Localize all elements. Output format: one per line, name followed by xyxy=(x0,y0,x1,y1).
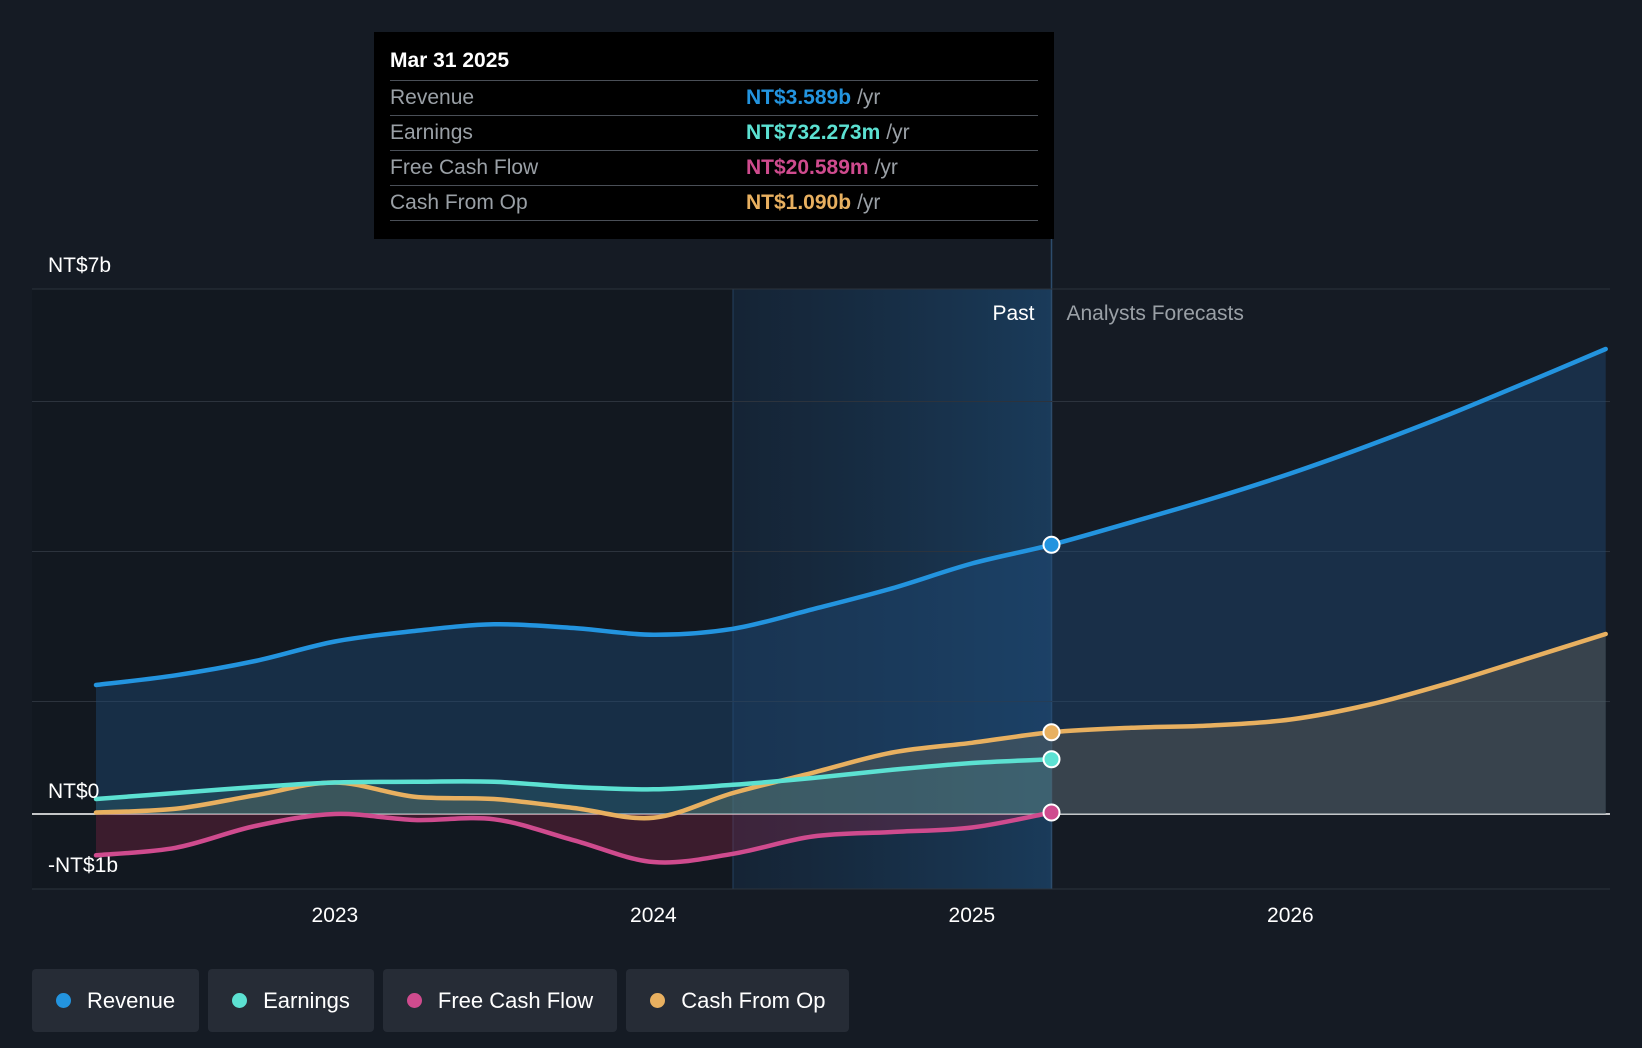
revenue-line xyxy=(93,346,1608,688)
cash-from-op-marker xyxy=(1042,723,1061,742)
forecast-label: Analysts Forecasts xyxy=(1067,302,1244,325)
y-axis-top-label: NT$7b xyxy=(48,254,111,277)
tooltip: Mar 31 2025 Revenue NT$3.589b /yr Earnin… xyxy=(374,32,1054,239)
tooltip-row-cash-from-op: Cash From Op NT$1.090b /yr xyxy=(390,186,1038,221)
tooltip-row-revenue: Revenue NT$3.589b /yr xyxy=(390,81,1038,116)
tooltip-row-earnings: Earnings NT$732.273m /yr xyxy=(390,116,1038,151)
legend-label: Revenue xyxy=(87,987,176,1013)
cash-from-op-dot-icon xyxy=(650,993,666,1008)
earnings-dot-icon xyxy=(232,993,248,1008)
past-label: Past xyxy=(992,302,1034,325)
tooltip-value: NT$3.589b xyxy=(746,86,852,109)
y-axis-bottom-label: -NT$1b xyxy=(48,854,118,877)
earnings-area xyxy=(96,759,1052,814)
legend: Revenue Earnings Free Cash Flow Cash Fro… xyxy=(32,969,850,1032)
x-tick-label: 2025 xyxy=(949,904,996,927)
legend-item-free-cash-flow[interactable]: Free Cash Flow xyxy=(382,969,618,1032)
free-cash-flow-dot-icon xyxy=(406,993,422,1008)
legend-label: Free Cash Flow xyxy=(437,987,594,1013)
earnings-marker xyxy=(1042,750,1061,769)
y-axis-zero-label: NT$0 xyxy=(48,780,99,803)
free-cash-flow-marker xyxy=(1042,803,1061,822)
chart: NT$7b NT$0 -NT$1b 2023 2024 2025 2026 Past Analy… xyxy=(32,239,1610,927)
tooltip-label: Earnings xyxy=(390,121,473,144)
revenue-marker xyxy=(1042,535,1061,554)
tooltip-date: Mar 31 2025 xyxy=(390,46,1038,81)
tooltip-label: Cash From Op xyxy=(390,191,528,214)
cash-from-op-area xyxy=(96,634,1606,819)
legend-item-cash-from-op[interactable]: Cash From Op xyxy=(626,969,850,1032)
tooltip-unit: /yr xyxy=(874,156,898,179)
x-tick-label: 2026 xyxy=(1267,904,1314,927)
revenue-dot-icon xyxy=(56,993,71,1008)
legend-label: Earnings xyxy=(263,987,350,1013)
legend-label: Cash From Op xyxy=(681,987,826,1013)
tooltip-label: Revenue xyxy=(390,86,475,109)
x-tick-label: 2024 xyxy=(630,904,677,927)
tooltip-label: Free Cash Flow xyxy=(390,156,539,179)
legend-item-earnings[interactable]: Earnings xyxy=(208,969,374,1032)
free-cash-flow-area xyxy=(96,812,1052,863)
earnings-line xyxy=(93,757,1054,802)
tooltip-value: NT$732.273m xyxy=(746,121,881,144)
tooltip-value: NT$20.589m xyxy=(746,156,869,179)
revenue-area xyxy=(96,349,1606,814)
free-cash-flow-line xyxy=(93,810,1054,865)
tooltip-row-free-cash-flow: Free Cash Flow NT$20.589m /yr xyxy=(390,151,1038,186)
tooltip-unit: /yr xyxy=(886,121,910,144)
tooltip-value: NT$1.090b xyxy=(746,191,852,214)
tooltip-unit: /yr xyxy=(857,191,881,214)
x-tick-label: 2023 xyxy=(312,904,359,927)
legend-item-revenue[interactable]: Revenue xyxy=(32,969,200,1032)
tooltip-unit: /yr xyxy=(857,86,881,109)
